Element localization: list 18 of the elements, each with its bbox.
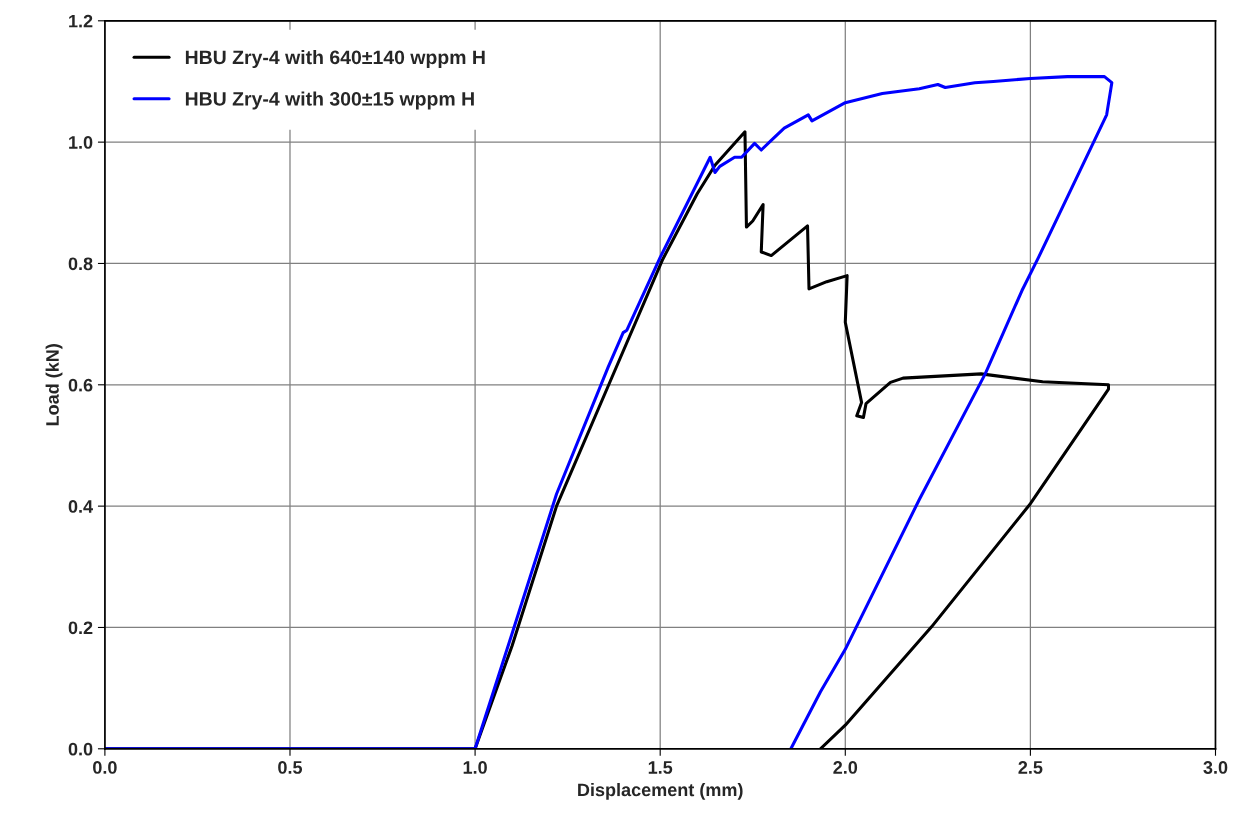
y-tick-label: 0.2 [68,621,93,635]
x-tick-label: 3.0 [1203,761,1228,774]
y-tick-label: 1.0 [69,136,93,149]
x-tick-label: 0.0 [93,761,117,774]
x-tick-label: 0.5 [278,761,303,774]
y-axis-title: Load (kN) [45,344,63,426]
x-tick-label: 1.0 [463,761,487,774]
x-axis-title: Displacement (mm) [578,782,743,800]
x-tick-label: 2.5 [1018,761,1043,774]
y-tick-label: 0.4 [68,500,93,513]
y-tick-label: 0.8 [68,257,93,271]
y-tick-label: 0.0 [68,742,93,756]
y-tick-label: 0.6 [68,378,93,392]
legend-label: HBU Zry-4 with 640±140 wppm H [185,49,485,69]
legend-label: HBU Zry-4 with 300±15 wppm H [185,91,474,110]
x-tick-label: 1.5 [648,761,673,774]
y-tick-label: 1.2 [69,14,93,28]
x-tick-label: 2.0 [833,761,858,774]
